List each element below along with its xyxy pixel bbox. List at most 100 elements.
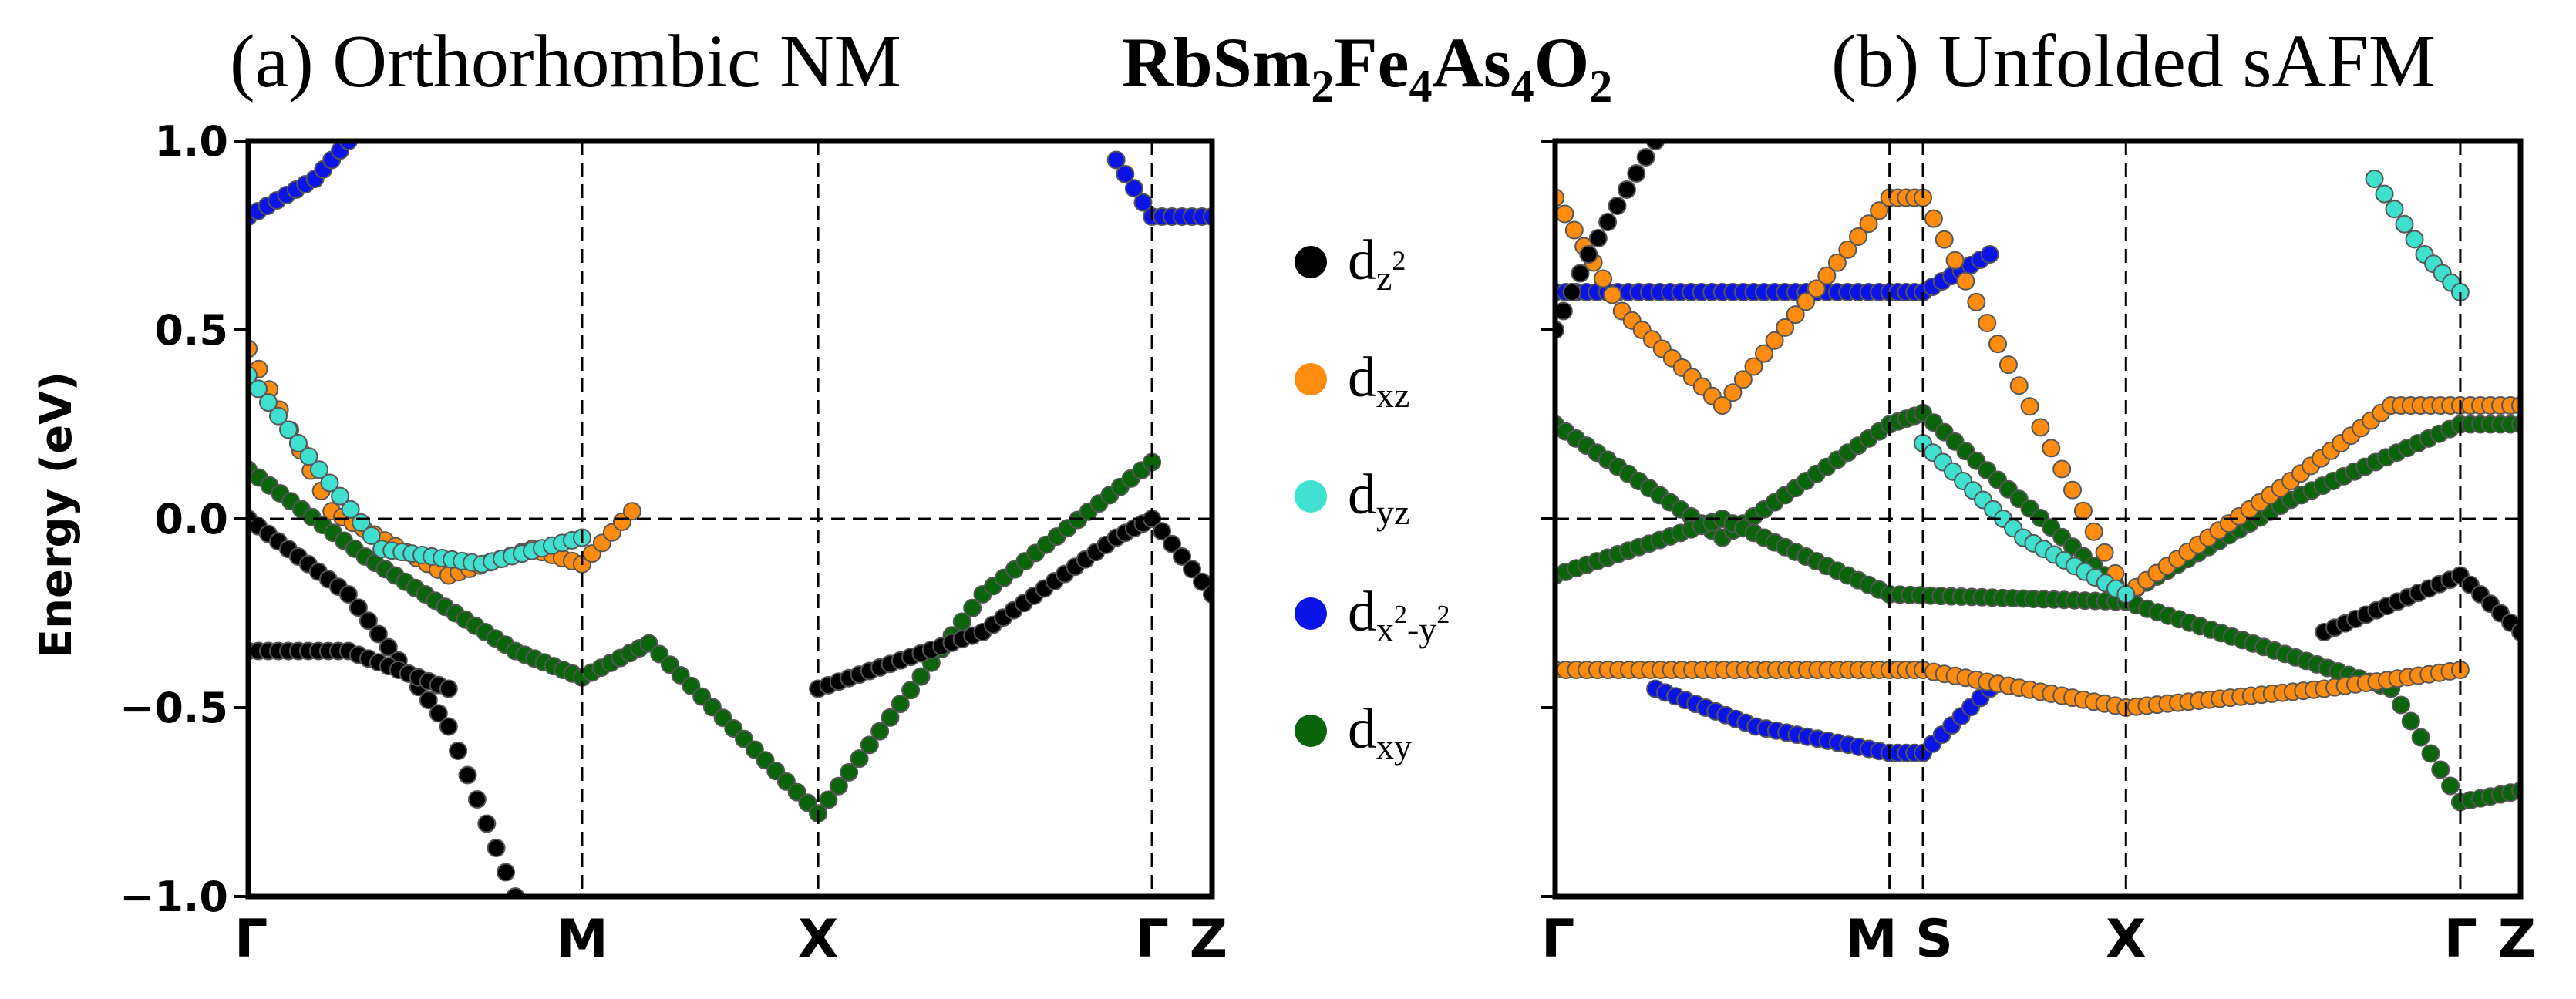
- band-point-dxy: [2392, 695, 2410, 715]
- x-tick-label: S: [1915, 909, 1953, 970]
- band-point-dxz: [1712, 396, 1732, 415]
- band-point-dxz: [1603, 285, 1622, 304]
- legend-item-dxz: dxz: [1295, 346, 1409, 415]
- legend-marker-dxy: [1295, 715, 1327, 747]
- band-point-dxz: [1988, 335, 2007, 354]
- band-point-dyz: [341, 500, 360, 519]
- band-point-dyz: [269, 406, 288, 426]
- band-point-dyz: [279, 420, 298, 439]
- panel-a-frame: [245, 138, 1215, 900]
- band-point-dyz: [2405, 230, 2424, 249]
- legend-label-dxy: dxy: [1348, 698, 1412, 766]
- band-point-dz2: [1636, 148, 1655, 166]
- panel-b-title: (b) Unfolded sAFM: [1831, 20, 2436, 103]
- legend-label-dyz: dyz: [1348, 463, 1409, 532]
- band-point-dx2-y2: [1116, 164, 1135, 183]
- band-point-dz2: [379, 637, 398, 657]
- band-point-dz2: [1608, 197, 1627, 215]
- band-point-dxz: [1935, 230, 1954, 249]
- band-point-dz2: [359, 611, 378, 631]
- x-tick-label: X: [2106, 909, 2146, 970]
- band-point-dxy: [2431, 760, 2450, 779]
- band-point-dz2: [458, 765, 477, 785]
- band-point-dxy: [881, 708, 900, 727]
- band-point-dz2: [449, 742, 468, 760]
- band-point-dz2: [1153, 522, 1172, 541]
- band-point-dxz: [2042, 439, 2061, 458]
- band-point-dxz: [2009, 376, 2029, 395]
- band-point-dz2: [1183, 560, 1201, 579]
- band-point-dxz: [1956, 271, 1975, 291]
- band-point-dz2: [1173, 547, 1191, 566]
- band-point-dz2: [1627, 164, 1646, 183]
- x-tick-label: X: [798, 909, 838, 970]
- y-tick-label: 0.5: [154, 306, 228, 355]
- band-point-dyz: [2395, 214, 2414, 234]
- band-point-dxz: [1733, 370, 1753, 389]
- band-point-dz2: [439, 717, 458, 736]
- band-point-dxz: [1870, 201, 1889, 220]
- band-point-dz2: [1617, 180, 1636, 199]
- band-point-dxy: [2421, 744, 2440, 763]
- band-point-dxz: [1723, 383, 1743, 402]
- band-point-dxz: [2084, 522, 2103, 541]
- band-point-dxz: [1786, 305, 1805, 325]
- legend-label-dx2-y2: dx2-y2: [1348, 580, 1450, 649]
- band-point-dx2-y2: [1980, 245, 1999, 264]
- panel-b-frame: [1552, 138, 2524, 900]
- legend: dz2 dxz dyz dx2-y2 dxy: [1295, 229, 1450, 766]
- band-point-dyz: [2375, 184, 2394, 204]
- legend-item-dxy: dxy: [1295, 698, 1412, 766]
- band-point-dz2: [349, 598, 368, 617]
- band-point-dxy: [901, 681, 921, 700]
- band-point-dz2: [1163, 534, 1181, 553]
- band-point-dx2-y2: [1133, 193, 1153, 212]
- band-point-dxz: [2073, 501, 2093, 520]
- band-point-dxz: [1967, 292, 1986, 311]
- band-point-dz2: [1598, 213, 1618, 231]
- band-point-dxz: [1838, 240, 1857, 259]
- y-tick-label: 0.0: [154, 495, 228, 543]
- x-tick-label: Z: [2498, 909, 2536, 970]
- band-point-dxz: [1924, 209, 1943, 228]
- x-tick-label: M: [556, 909, 608, 970]
- band-point-dxz: [2031, 418, 2050, 437]
- band-point-dxy: [2411, 728, 2430, 747]
- legend-item-dx2-y2: dx2-y2: [1295, 580, 1450, 649]
- band-point-dxy: [2401, 711, 2420, 731]
- x-tick-label: Γ: [2444, 909, 2477, 970]
- band-point-dxy: [860, 735, 879, 755]
- band-point-dyz: [259, 393, 278, 412]
- band-point-dz2: [419, 691, 438, 710]
- band-point-dz2: [1571, 264, 1590, 283]
- band-point-dxz: [2095, 543, 2114, 562]
- band-point-dxy: [2441, 776, 2460, 796]
- band-point-dxz: [1849, 227, 1867, 246]
- y-tick-label: −1.0: [120, 873, 228, 921]
- band-point-dxz: [1765, 331, 1784, 350]
- band-point-dxz: [1744, 357, 1763, 376]
- legend-marker-dz2: [1295, 246, 1327, 278]
- band-point-dxz: [1564, 220, 1584, 240]
- band-point-dxz: [1776, 318, 1795, 337]
- band-point-dxz: [1594, 269, 1612, 288]
- band-point-dxy: [891, 695, 910, 714]
- band-point-dxz: [1999, 355, 2018, 375]
- x-tick-label: Γ: [1136, 909, 1169, 970]
- band-point-dxy: [963, 598, 982, 617]
- x-tick-label: Z: [1190, 909, 1227, 970]
- panel-a-title: (a) Orthorhombic NM: [230, 20, 901, 103]
- band-point-dz2: [477, 814, 497, 833]
- x-tick-label: Γ: [1541, 909, 1574, 970]
- band-point-dz2: [467, 790, 487, 809]
- y-tick-label: 1.0: [154, 117, 228, 166]
- band-point-dxz: [2063, 480, 2082, 500]
- band-point-dxz: [2052, 459, 2072, 479]
- band-point-dxz: [1859, 214, 1878, 234]
- band-point-dz2: [369, 624, 388, 644]
- band-point-dxz: [1796, 292, 1816, 311]
- band-point-dxy: [829, 776, 848, 796]
- y-tick-label: −0.5: [120, 684, 228, 732]
- band-point-dyz: [2385, 200, 2404, 219]
- band-point-dyz: [288, 434, 308, 452]
